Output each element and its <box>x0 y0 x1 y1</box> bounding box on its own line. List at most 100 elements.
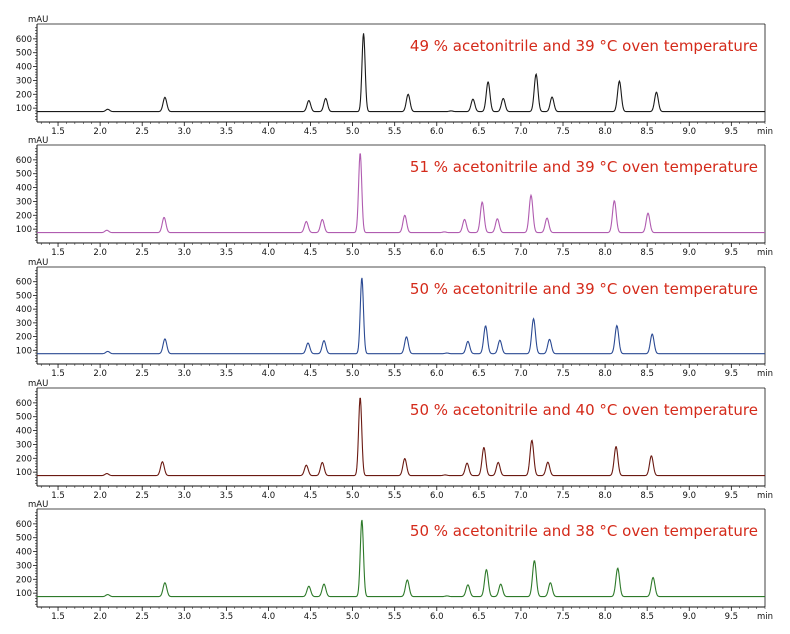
y-tick-label: 600 <box>16 399 32 409</box>
x-tick-label: 7.5 <box>556 127 570 137</box>
peak-point <box>503 98 504 99</box>
x-tick-label: 1.5 <box>51 491 65 501</box>
x-tick-label: 6.5 <box>472 491 486 501</box>
peak-point <box>445 474 446 475</box>
peak-point <box>322 462 323 463</box>
x-tick-label: 8.0 <box>598 491 612 501</box>
x-tick-label: 2.5 <box>135 248 149 258</box>
y-tick-label: 100 <box>16 589 32 599</box>
x-tick-label: 1.5 <box>51 369 65 379</box>
peak-point <box>535 74 536 75</box>
x-tick-label: 2.5 <box>135 612 149 622</box>
x-tick-label: 4.0 <box>262 491 276 501</box>
peak-point <box>164 338 165 339</box>
peak-point <box>361 277 362 278</box>
peak-point <box>472 99 473 100</box>
x-tick-label: 9.0 <box>682 127 696 137</box>
x-axis-label: min <box>757 612 773 622</box>
peak-point <box>482 202 483 203</box>
peak-point <box>483 447 484 448</box>
x-tick-label: 4.5 <box>304 612 318 622</box>
peak-point <box>164 582 165 583</box>
x-tick-label: 6.5 <box>472 612 486 622</box>
peak-point <box>549 339 550 340</box>
peak-point <box>360 397 361 398</box>
x-tick-label: 4.0 <box>262 612 276 622</box>
x-tick-label: 7.0 <box>514 491 528 501</box>
y-tick-label: 600 <box>16 35 32 45</box>
x-tick-label: 5.5 <box>388 491 402 501</box>
peak-point <box>619 81 620 82</box>
x-tick-label: 2.5 <box>135 491 149 501</box>
x-tick-label: 2.0 <box>93 491 107 501</box>
x-tick-label: 4.5 <box>304 127 318 137</box>
x-tick-label: 6.5 <box>472 127 486 137</box>
peak-point <box>656 92 657 93</box>
peak-point <box>614 200 615 201</box>
peak-point <box>360 152 361 153</box>
x-tick-label: 7.0 <box>514 127 528 137</box>
x-tick-label: 2.5 <box>135 369 149 379</box>
panel-title: 49 % acetonitrile and 39 °C oven tempera… <box>410 37 758 55</box>
x-tick-label: 2.0 <box>93 369 107 379</box>
x-tick-label: 6.0 <box>430 491 444 501</box>
peak-point <box>361 519 362 520</box>
x-tick-label: 9.5 <box>725 369 739 379</box>
x-tick-label: 7.0 <box>514 612 528 622</box>
x-tick-label: 7.5 <box>556 612 570 622</box>
peak-point <box>162 461 163 462</box>
x-tick-label: 8.5 <box>640 612 654 622</box>
y-tick-label: 600 <box>16 156 32 166</box>
x-tick-label: 5.0 <box>346 248 360 258</box>
y-tick-label: 500 <box>16 534 32 544</box>
peak-point <box>486 569 487 570</box>
peak-point <box>163 217 164 218</box>
x-tick-label: 1.5 <box>51 127 65 137</box>
x-tick-label: 2.0 <box>93 248 107 258</box>
x-tick-label: 6.5 <box>472 369 486 379</box>
peak-point <box>466 463 467 464</box>
x-tick-label: 2.5 <box>135 127 149 137</box>
y-tick-label: 200 <box>16 90 32 100</box>
x-tick-label: 3.5 <box>220 612 234 622</box>
peak-point <box>652 334 653 335</box>
x-axis-label: min <box>757 491 773 501</box>
x-tick-label: 5.0 <box>346 491 360 501</box>
panel-title: 50 % acetonitrile and 39 °C oven tempera… <box>410 280 758 298</box>
y-tick-label: 200 <box>16 211 32 221</box>
x-tick-label: 8.5 <box>640 248 654 258</box>
peak-point <box>323 340 324 341</box>
peak-point <box>551 96 552 97</box>
y-tick-label: 500 <box>16 49 32 59</box>
chart-panel-1: mAU 100 200 300 400 500 600 1.5 2.0 2.5 3.0 3.5 4.0 4… <box>16 15 773 137</box>
peak-point <box>444 231 445 232</box>
peak-point <box>306 221 307 222</box>
peak-point <box>615 446 616 447</box>
x-tick-label: 4.0 <box>262 248 276 258</box>
y-tick-label: 400 <box>16 427 32 437</box>
peak-point <box>446 352 447 353</box>
peak-point <box>325 98 326 99</box>
x-axis-label: min <box>757 248 773 258</box>
peak-point <box>107 594 108 595</box>
x-tick-label: 2.0 <box>93 127 107 137</box>
chromatogram-trace <box>37 519 765 598</box>
x-tick-label: 3.5 <box>220 127 234 137</box>
x-tick-label: 3.0 <box>178 612 192 622</box>
chart-panel-3: mAU 100 200 300 400 500 600 1.5 2.0 2.5 3.0 3.5 4.0 4… <box>16 258 773 379</box>
peak-point <box>307 342 308 343</box>
x-tick-label: 3.0 <box>178 127 192 137</box>
y-tick-label: 500 <box>16 170 32 180</box>
y-tick-label: 300 <box>16 76 32 86</box>
x-tick-label: 9.0 <box>682 369 696 379</box>
peak-point <box>651 455 652 456</box>
x-tick-label: 9.5 <box>725 491 739 501</box>
x-tick-label: 5.0 <box>346 612 360 622</box>
x-tick-label: 7.5 <box>556 491 570 501</box>
x-tick-label: 5.5 <box>388 369 402 379</box>
x-tick-label: 8.5 <box>640 127 654 137</box>
y-axis-label: mAU <box>28 379 48 389</box>
y-tick-label: 100 <box>16 104 32 114</box>
x-tick-label: 6.5 <box>472 248 486 258</box>
y-axis-label: mAU <box>28 136 48 146</box>
